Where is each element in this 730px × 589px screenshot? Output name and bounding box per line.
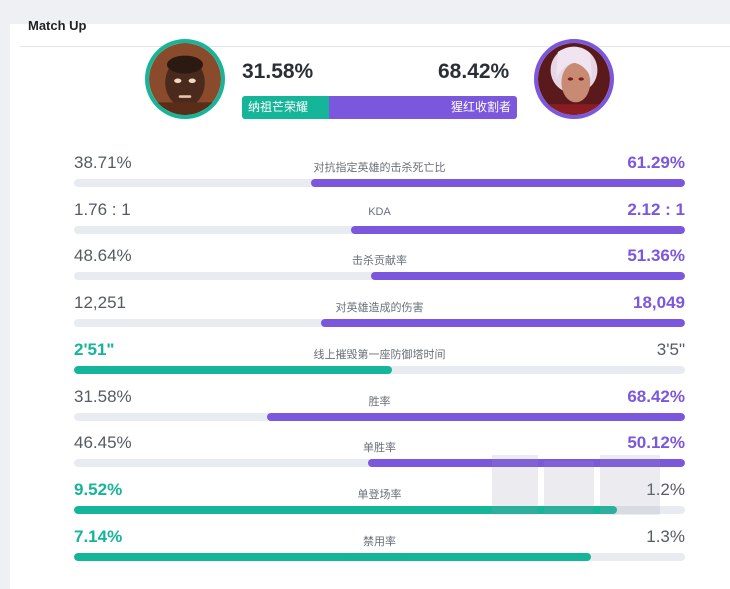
stat-bar-track <box>74 319 685 328</box>
stat-right-value: 1.3% <box>646 526 685 546</box>
stat-name: 胜率 <box>368 395 391 408</box>
stat-bar-track <box>74 459 685 468</box>
left-champion-name[interactable]: 纳祖芒荣耀 <box>242 96 329 119</box>
stat-bar-track <box>74 365 685 374</box>
stat-bar-fill <box>367 459 685 468</box>
stat-bar-fill <box>320 319 685 328</box>
stat-row: 9.52% 单登场率 1.2% <box>74 480 685 520</box>
stat-right-value: 1.2% <box>646 479 685 499</box>
stat-name: 对抗指定英雄的击杀死亡比 <box>313 162 446 174</box>
stat-bar-track <box>74 179 685 187</box>
stat-left-value: 31.58% <box>74 386 132 406</box>
stat-row: 38.71% 对抗指定英雄的击杀死亡比 61.29% <box>74 153 685 193</box>
stat-left-value: 48.64% <box>74 246 132 266</box>
stat-right-value: 3'5" <box>656 339 685 359</box>
stat-name: 单胜率 <box>363 442 396 455</box>
stat-right-value: 51.36% <box>627 246 685 266</box>
stat-name: 击杀贡献率 <box>352 255 407 268</box>
stat-left-value: 38.71% <box>74 153 132 172</box>
stat-row: 12,251 对英雄造成的伤害 18,049 <box>74 293 685 333</box>
left-champion-avatar[interactable] <box>145 39 225 119</box>
stat-bar-track <box>74 412 685 421</box>
right-champion-avatar[interactable] <box>534 39 614 119</box>
stat-left-value: 12,251 <box>74 293 126 313</box>
stat-bar-track <box>74 225 685 234</box>
stat-right-value: 18,049 <box>633 293 685 313</box>
stat-row: 2'51" 线上摧毁第一座防御塔时间 3'5" <box>74 340 685 380</box>
stat-row: 1.76 : 1 KDA 2.12 : 1 <box>74 200 685 240</box>
stat-name: 禁用率 <box>363 535 396 548</box>
stat-row: 46.45% 单胜率 50.12% <box>74 433 685 473</box>
stat-left-value: 1.76 : 1 <box>74 199 131 219</box>
stat-bar-fill <box>310 179 685 187</box>
right-champion-name[interactable]: 猩红收割者 <box>328 96 517 119</box>
stat-right-value: 68.42% <box>627 386 685 406</box>
header-divider <box>20 46 730 47</box>
panel-title: Match Up <box>28 18 87 33</box>
stat-name: KDA <box>368 205 391 218</box>
stat-left-value: 2'51" <box>74 339 115 359</box>
stat-bar-track <box>74 272 685 281</box>
stat-name: 对英雄造成的伤害 <box>335 302 424 315</box>
stat-bar-track <box>74 505 685 514</box>
stat-bar-fill <box>74 552 591 561</box>
stat-left-value: 9.52% <box>74 479 123 499</box>
right-winrate: 68.42% <box>438 60 510 83</box>
stat-bar-track <box>74 552 685 561</box>
stat-bar-fill <box>74 505 617 514</box>
stat-row: 48.64% 击杀贡献率 51.36% <box>74 246 685 286</box>
left-winrate: 31.58% <box>242 60 314 83</box>
stat-right-value: 61.29% <box>627 153 685 172</box>
stat-name: 单登场率 <box>357 488 402 501</box>
left-champion-portrait-icon <box>149 43 221 115</box>
stat-row: 7.14% 禁用率 1.3% <box>74 527 685 567</box>
stat-bar-fill <box>371 272 685 281</box>
stat-bar-fill <box>266 412 685 421</box>
right-champion-portrait-icon <box>538 43 610 115</box>
stat-left-value: 46.45% <box>74 433 132 453</box>
stat-row: 31.58% 胜率 68.42% <box>74 387 685 427</box>
stat-bar-fill <box>74 365 392 374</box>
stat-bar-fill <box>351 225 685 234</box>
stat-right-value: 2.12 : 1 <box>627 199 685 219</box>
stat-right-value: 50.12% <box>627 433 685 453</box>
stat-left-value: 7.14% <box>74 526 123 546</box>
stat-name: 线上摧毁第一座防御塔时间 <box>313 348 446 361</box>
matchup-share-bar: 纳祖芒荣耀 猩红收割者 <box>242 96 517 119</box>
